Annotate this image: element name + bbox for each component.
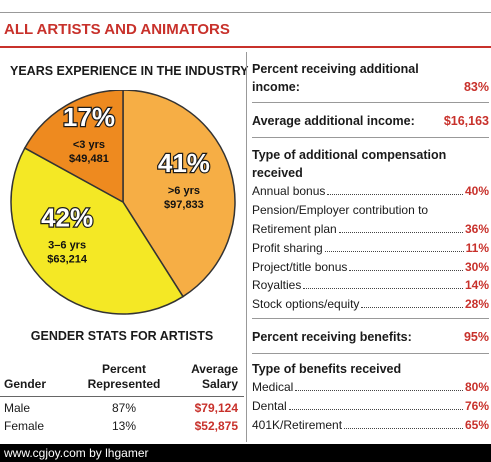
percent-column-header-line2: Represented bbox=[87, 377, 161, 391]
benefits-label: Percent receiving benefits: bbox=[252, 330, 412, 344]
comp-item-label: Royalties bbox=[252, 278, 302, 292]
benefit-item-value: 65% bbox=[464, 418, 489, 432]
benefit-item-value: 76% bbox=[464, 399, 489, 413]
list-item: Annual bonus 40% bbox=[252, 182, 489, 200]
list-item: Project/title bonus 30% bbox=[252, 258, 489, 276]
dot-leader bbox=[361, 297, 463, 308]
slice-range-label: >6 yrs bbox=[168, 185, 200, 197]
top-rule bbox=[0, 12, 491, 13]
dot-leader bbox=[324, 241, 464, 252]
comp-item-label: Retirement plan bbox=[252, 222, 337, 236]
average-additional-value: $16,163 bbox=[443, 114, 489, 128]
section-title: ALL ARTISTS AND ANIMATORS bbox=[4, 21, 230, 38]
average-additional-label: Average additional income: bbox=[252, 114, 415, 128]
comp-item-label: Profit sharing bbox=[252, 241, 323, 255]
slice-range-label: 3–6 yrs bbox=[48, 239, 86, 251]
list-item: Dental 76% bbox=[252, 397, 489, 415]
list-item: Stock options/equity 28% bbox=[252, 295, 489, 313]
pie-chart-title: YEARS EXPERIENCE IN THE INDUSTRY bbox=[10, 64, 249, 78]
separator bbox=[252, 102, 489, 103]
percent-column-header-line1: Percent bbox=[101, 362, 147, 376]
list-item: Medical 80% bbox=[252, 378, 489, 396]
comp-item-label: Stock options/equity bbox=[252, 297, 360, 311]
additional-income-label-line1: Percent receiving additional bbox=[252, 62, 419, 76]
comp-item-value: 30% bbox=[464, 260, 489, 274]
percent-cell: 13% bbox=[111, 419, 137, 433]
list-item: Retirement plan 36% bbox=[252, 220, 489, 238]
comp-types-heading-line1: Type of additional compensation bbox=[252, 148, 447, 162]
pie-slice bbox=[10, 147, 185, 315]
dot-leader bbox=[327, 184, 463, 195]
dot-leader bbox=[338, 222, 463, 233]
dot-leader bbox=[295, 380, 463, 391]
list-item: Profit sharing 11% bbox=[252, 239, 489, 257]
benefit-item-value: 80% bbox=[464, 380, 489, 394]
salary-cell: $79,124 bbox=[194, 401, 238, 415]
slice-salary-label: $63,214 bbox=[47, 253, 88, 265]
separator bbox=[252, 318, 489, 319]
comp-item-value: 36% bbox=[464, 222, 489, 236]
table-row: Female 13% $52,875 bbox=[0, 419, 244, 437]
benefit-item-label: 401K/Retirement bbox=[252, 418, 343, 432]
additional-income-value: 83% bbox=[463, 80, 489, 94]
comp-item-value: 14% bbox=[464, 278, 489, 292]
list-item: Royalties 14% bbox=[252, 276, 489, 294]
salary-column-header-line1: Average bbox=[191, 362, 238, 376]
comp-item-value: 28% bbox=[464, 297, 489, 311]
slice-percent-label: 41% bbox=[158, 148, 210, 178]
comp-types-heading-line2: received bbox=[252, 166, 303, 180]
benefit-item-label: Dental bbox=[252, 399, 287, 413]
experience-pie-chart: 17% <3 yrs $49,481 41% >6 yrs $97,833 42% 3–6 y… bbox=[10, 90, 236, 315]
title-rule bbox=[0, 46, 491, 48]
comp-item-prefix: Pension/Employer contribution to bbox=[252, 203, 429, 217]
dot-leader bbox=[344, 418, 463, 429]
additional-income-label-line2: income: bbox=[252, 80, 300, 94]
comp-item-value: 40% bbox=[464, 184, 489, 198]
gender-cell: Female bbox=[4, 419, 45, 433]
salary-cell: $52,875 bbox=[194, 419, 238, 433]
dot-leader bbox=[349, 260, 463, 271]
dot-leader bbox=[303, 278, 463, 289]
comp-item-label: Project/title bonus bbox=[252, 260, 348, 274]
comp-item-label: Annual bonus bbox=[252, 184, 326, 198]
gender-cell: Male bbox=[4, 401, 31, 415]
gender-column-header: Gender bbox=[4, 377, 47, 391]
dot-leader bbox=[288, 399, 463, 410]
slice-percent-label: 42% bbox=[41, 202, 93, 232]
benefits-row: Percent receiving benefits: 95% bbox=[252, 328, 489, 346]
benefits-value: 95% bbox=[463, 330, 489, 344]
salary-column-header-line2: Salary bbox=[201, 377, 238, 391]
benefit-types-heading: Type of benefits received bbox=[252, 362, 402, 376]
percent-cell: 87% bbox=[111, 401, 137, 415]
table-row: Male 87% $79,124 bbox=[0, 401, 244, 419]
comp-item-value: 11% bbox=[465, 241, 489, 255]
pie-slice bbox=[23, 90, 124, 204]
gender-stats-title: GENDER STATS FOR ARTISTS bbox=[30, 329, 214, 343]
footer-credit: www.cgjoy.com by lhgamer bbox=[0, 444, 491, 462]
slice-salary-label: $49,481 bbox=[69, 153, 109, 165]
slice-range-label: <3 yrs bbox=[73, 139, 105, 151]
benefit-item-label: Medical bbox=[252, 380, 294, 394]
separator bbox=[252, 137, 489, 138]
column-divider bbox=[246, 52, 247, 442]
slice-salary-label: $97,833 bbox=[164, 199, 204, 211]
additional-income-row: income: 83% bbox=[252, 78, 489, 96]
list-item: 401K/Retirement 65% bbox=[252, 416, 489, 434]
slice-percent-label: 17% bbox=[63, 102, 115, 132]
separator bbox=[252, 353, 489, 354]
average-additional-row: Average additional income: $16,163 bbox=[252, 112, 489, 130]
gender-header-rule bbox=[0, 396, 244, 397]
